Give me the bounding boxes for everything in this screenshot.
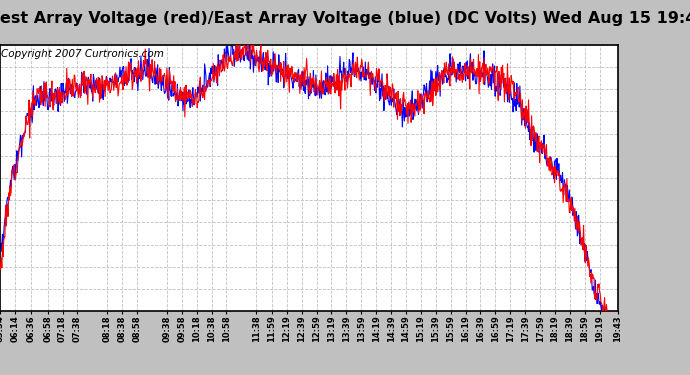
Text: West Array Voltage (red)/East Array Voltage (blue) (DC Volts) Wed Aug 15 19:49: West Array Voltage (red)/East Array Volt… [0,10,690,26]
Text: Copyright 2007 Curtronics.com: Copyright 2007 Curtronics.com [1,49,164,59]
